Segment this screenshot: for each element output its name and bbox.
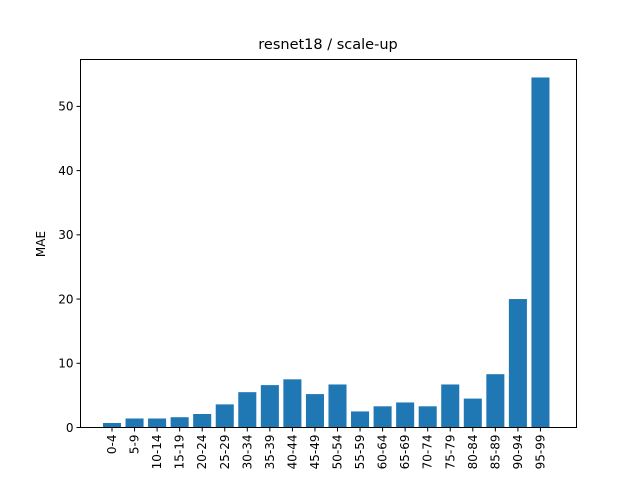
bar-0-4 [102, 423, 122, 428]
bar-45-49 [305, 394, 324, 428]
y-tick-label: 30 [58, 228, 73, 242]
bars-group [102, 77, 550, 428]
y-tick-label: 10 [58, 357, 73, 371]
x-tick-label: 40-44 [285, 435, 299, 470]
y-tick-label: 0 [66, 421, 74, 435]
x-tick-label: 0-4 [105, 435, 119, 455]
bar-75-79 [441, 384, 460, 428]
x-tick-label: 80-84 [466, 435, 480, 470]
x-tick-label: 20-24 [195, 435, 209, 470]
x-tick-label: 90-94 [511, 435, 525, 470]
bar-95-99 [531, 77, 550, 428]
x-tick-label: 5-9 [128, 435, 142, 455]
bar-40-44 [283, 379, 302, 428]
x-axis: 0-4 5-9 10-14 15-19 20-24 25-29 30-34 35-39 40-4… [105, 427, 547, 470]
x-tick-label: 45-49 [308, 435, 322, 470]
x-tick-label: 25-29 [218, 435, 232, 470]
x-tick-label: 10-14 [150, 435, 164, 470]
x-tick-label: 95-99 [533, 435, 547, 470]
x-tick-label: 75-79 [443, 435, 457, 470]
x-tick-label: 70-74 [421, 435, 435, 470]
bar-85-89 [486, 374, 505, 428]
bar-50-54 [328, 384, 347, 428]
y-axis-label: MAE [34, 231, 48, 257]
x-tick-label: 85-89 [488, 434, 502, 469]
y-tick-label: 20 [58, 292, 73, 306]
y-tick-label: 50 [58, 100, 73, 114]
bar-5-9 [125, 418, 144, 428]
bar-15-19 [170, 417, 189, 428]
y-tick-label: 40 [58, 164, 73, 178]
bar-70-74 [418, 406, 437, 428]
x-tick-label: 35-39 [263, 435, 277, 470]
x-tick-label: 65-69 [398, 435, 412, 470]
bar-25-29 [215, 404, 234, 428]
x-tick-label: 30-34 [240, 435, 254, 470]
bar-90-94 [508, 299, 527, 428]
bar-10-14 [148, 418, 167, 428]
x-tick-label: 55-59 [353, 435, 367, 470]
bar-30-34 [238, 392, 257, 428]
x-tick-label: 50-54 [331, 435, 345, 470]
y-axis: 0 10 20 30 40 50 [58, 100, 81, 435]
bar-20-24 [193, 414, 212, 428]
bar-60-64 [373, 406, 392, 428]
bar-55-59 [351, 411, 370, 428]
chart-title: resnet18 / scale-up [258, 37, 397, 53]
plot-frame [80, 59, 577, 428]
bar-65-69 [396, 402, 415, 428]
x-tick-label: 60-64 [376, 435, 390, 470]
bar-80-84 [463, 398, 482, 428]
x-tick-label: 15-19 [173, 435, 187, 470]
bar-35-39 [260, 385, 279, 428]
